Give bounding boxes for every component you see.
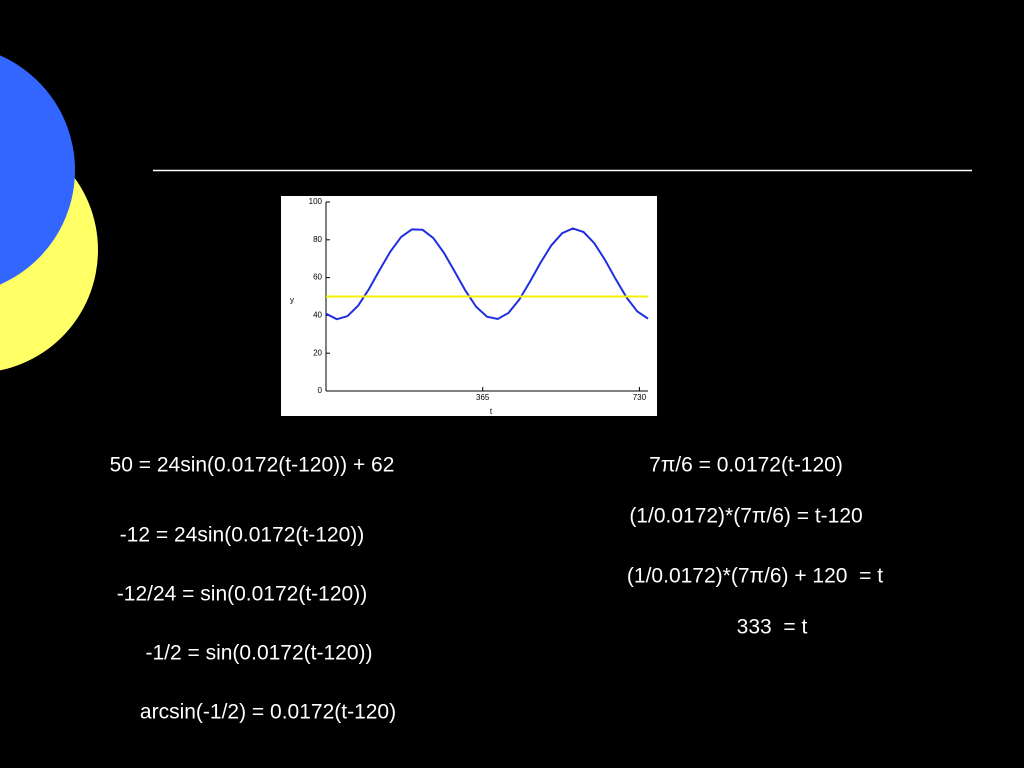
y-tick-label: 80 (313, 235, 322, 244)
equation: 333 = t (737, 616, 808, 639)
blue-circle (0, 55, 75, 285)
y-tick-label: 100 (309, 197, 323, 206)
series-line (325, 227, 649, 321)
y-tick-label: 0 (318, 386, 323, 395)
y-tick-label: 40 (313, 311, 322, 320)
x-axis-label: t (490, 407, 493, 416)
y-axis-label: y (290, 296, 294, 305)
equation: -12/24 = sin(0.0172(t-120)) (117, 583, 367, 606)
equation: 7π/6 = 0.0172(t-120) (649, 454, 843, 477)
equation: arcsin(-1/2) = 0.0172(t-120) (140, 701, 396, 724)
y-tick-label: 20 (313, 348, 322, 357)
equation: (1/0.0172)*(7π/6) + 120 = t (627, 565, 883, 588)
plot-background (281, 196, 657, 416)
x-tick-label: 365 (476, 393, 490, 402)
equation: (1/0.0172)*(7π/6) = t-120 (629, 505, 862, 528)
x-tick-label: 730 (633, 393, 647, 402)
y-tick-label: 60 (313, 273, 322, 282)
equation: -12 = 24sin(0.0172(t-120)) (120, 524, 365, 547)
equation: 50 = 24sin(0.0172(t-120)) + 62 (110, 454, 395, 477)
equation: -1/2 = sin(0.0172(t-120)) (145, 642, 372, 665)
